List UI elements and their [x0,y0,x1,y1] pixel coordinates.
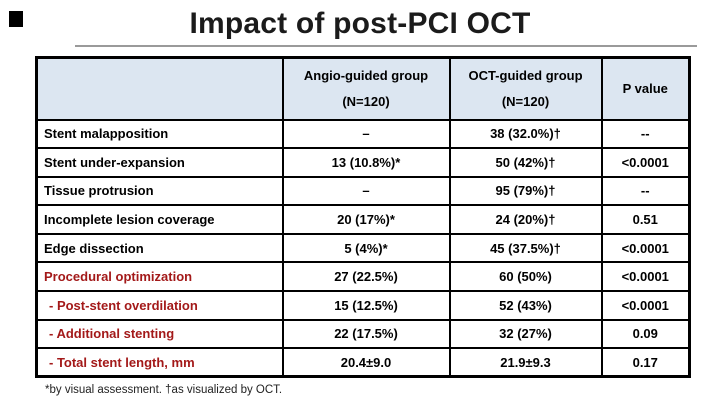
table-row-stent-under-expansion: Stent under-expansion 13 (10.8%)* 50 (42… [35,147,691,178]
oct-value: 21.9±9.3 [448,347,603,378]
row-label: Incomplete lesion coverage [35,204,284,235]
angio-value: 22 (17.5%) [281,318,451,350]
oct-value: 45 (37.5%)† [448,232,603,264]
slide-corner-mark [9,11,23,27]
oct-value: 95 (79%)† [448,175,603,207]
row-label: - Post-stent overdilation [35,290,284,321]
header-angio-group: Angio-guided group (N=120) [281,56,451,121]
p-value: -- [600,175,691,207]
header-angio-n: (N=120) [342,93,390,109]
results-table: Angio-guided group (N=120) OCT-guided gr… [35,56,691,379]
header-angio-label: Angio-guided group [303,67,429,83]
table-header-row: Angio-guided group (N=120) OCT-guided gr… [35,56,691,121]
p-value: 0.51 [600,204,691,235]
angio-value: 13 (10.8%)* [281,147,451,178]
row-label: Procedural optimization [35,261,284,293]
title-underline [75,45,697,47]
oct-value: 24 (20%)† [448,204,603,235]
row-label: - Additional stenting [35,318,284,350]
p-value: <0.0001 [600,290,691,321]
table-row-post-stent-overdilation: - Post-stent overdilation 15 (12.5%) 52 … [35,290,691,321]
angio-value: 27 (22.5%) [281,261,451,293]
row-label: Edge dissection [35,232,284,264]
oct-value: 60 (50%) [448,261,603,293]
oct-value: 52 (43%) [448,290,603,321]
angio-value: 15 (12.5%) [281,290,451,321]
table-row-incomplete-lesion-coverage: Incomplete lesion coverage 20 (17%)* 24 … [35,204,691,235]
oct-value: 38 (32.0%)† [448,118,603,150]
row-label: Stent malapposition [35,118,284,150]
angio-value: 20 (17%)* [281,204,451,235]
angio-value: – [281,175,451,207]
slide-title: Impact of post-PCI OCT [189,7,531,40]
oct-value: 50 (42%)† [448,147,603,178]
angio-value: 5 (4%)* [281,232,451,264]
p-value: <0.0001 [600,147,691,178]
header-oct-n: (N=120) [501,93,550,109]
footnote: *by visual assessment. †as visualized by… [45,384,283,396]
p-value: 0.17 [600,347,691,378]
header-oct-label: OCT-guided group [468,67,583,83]
header-empty-cell [35,56,284,121]
header-p-value: P value [600,56,691,121]
table-row-tissue-protrusion: Tissue protrusion – 95 (79%)† -- [35,175,691,207]
table-row-edge-dissection: Edge dissection 5 (4%)* 45 (37.5%)† <0.0… [35,232,691,264]
table-row-additional-stenting: - Additional stenting 22 (17.5%) 32 (27%… [35,318,691,350]
row-label: - Total stent length, mm [35,347,284,378]
p-value: <0.0001 [600,232,691,264]
oct-value: 32 (27%) [448,318,603,350]
table-row-stent-malapposition: Stent malapposition – 38 (32.0%)† -- [35,118,691,150]
angio-value: – [281,118,451,150]
row-label: Stent under-expansion [35,147,284,178]
table-row-total-stent-length: - Total stent length, mm 20.4±9.0 21.9±9… [35,347,691,378]
row-label: Tissue protrusion [35,175,284,207]
p-value: 0.09 [600,318,691,350]
angio-value: 20.4±9.0 [281,347,451,378]
table-row-procedural-optimization: Procedural optimization 27 (22.5%) 60 (5… [35,261,691,293]
p-value: -- [600,118,691,150]
header-oct-group: OCT-guided group (N=120) [448,56,603,121]
p-value: <0.0001 [600,261,691,293]
